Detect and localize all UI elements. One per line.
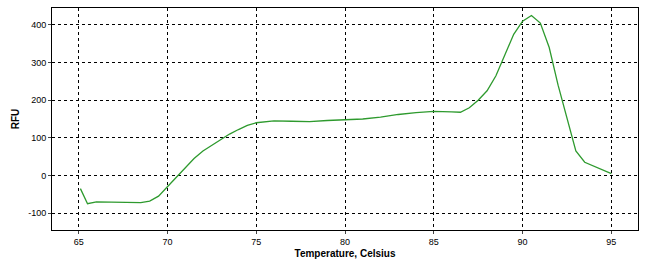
svg-text:RFU: RFU <box>10 109 21 130</box>
svg-text:200: 200 <box>31 95 46 105</box>
svg-text:80: 80 <box>340 237 350 247</box>
svg-text:70: 70 <box>162 237 172 247</box>
svg-text:-100: -100 <box>28 208 46 218</box>
svg-text:100: 100 <box>31 133 46 143</box>
svg-text:75: 75 <box>251 237 261 247</box>
svg-text:Temperature, Celsius: Temperature, Celsius <box>295 248 396 259</box>
svg-text:0: 0 <box>41 171 46 181</box>
svg-text:300: 300 <box>31 58 46 68</box>
svg-text:90: 90 <box>518 237 528 247</box>
svg-text:95: 95 <box>606 237 616 247</box>
svg-text:65: 65 <box>74 237 84 247</box>
svg-text:85: 85 <box>429 237 439 247</box>
svg-text:400: 400 <box>31 20 46 30</box>
